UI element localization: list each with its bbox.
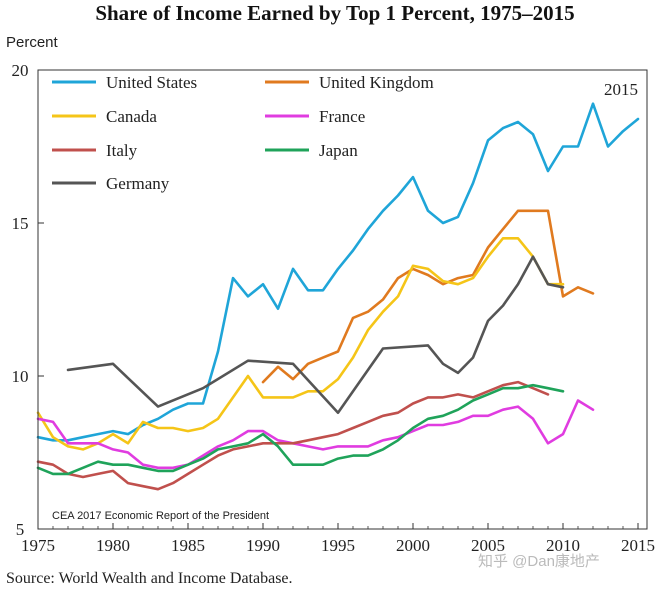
- chart-title: Share of Income Earned by Top 1 Percent,…: [95, 1, 574, 25]
- x-tick-label: 2015: [621, 536, 655, 555]
- legend-label-france: France: [319, 107, 365, 126]
- axes: 1975 1980 1985 1990 1995 2000 2005 2010 2015 5 10 1…: [12, 61, 656, 555]
- x-tick-label: 1985: [171, 536, 205, 555]
- data-source: Source: World Wealth and Income Database…: [6, 570, 293, 587]
- series-line-italy: [36, 380, 550, 491]
- x-tick-label: 2005: [471, 536, 505, 555]
- plot-frame: [37, 69, 648, 530]
- y-tick-label: 5: [16, 520, 25, 539]
- year-annotation: 2015: [604, 80, 638, 99]
- y-tick-label: 10: [12, 367, 29, 386]
- series-line-united-kingdom: [261, 209, 595, 384]
- series-line-france: [36, 399, 595, 470]
- x-tick-label: 2010: [546, 536, 580, 555]
- legend-label-united-kingdom: United Kingdom: [319, 73, 434, 92]
- y-tick-label: 20: [12, 61, 29, 80]
- y-axis-label: Percent: [6, 34, 59, 51]
- series-line-canada: [36, 237, 565, 451]
- series-line-japan: [36, 383, 565, 476]
- series-lines: [36, 102, 640, 491]
- legend-label-italy: Italy: [106, 141, 138, 160]
- legend-label-united-states: United States: [106, 73, 197, 92]
- legend-label-japan: Japan: [319, 141, 358, 160]
- legend-label-canada: Canada: [106, 107, 157, 126]
- watermark: 知乎 @Dan康地产: [478, 553, 600, 570]
- x-tick-label: 1995: [321, 536, 355, 555]
- source-note: CEA 2017 Economic Report of the Presiden…: [52, 510, 269, 522]
- legend: United States United Kingdom Canada France I…: [52, 73, 434, 193]
- x-tick-label: 1980: [96, 536, 130, 555]
- x-tick-label: 1975: [21, 536, 55, 555]
- y-tick-label: 15: [12, 214, 29, 233]
- legend-label-germany: Germany: [106, 174, 170, 193]
- series-line-germany: [66, 255, 565, 415]
- x-tick-label: 1990: [246, 536, 280, 555]
- x-tick-label: 2000: [396, 536, 430, 555]
